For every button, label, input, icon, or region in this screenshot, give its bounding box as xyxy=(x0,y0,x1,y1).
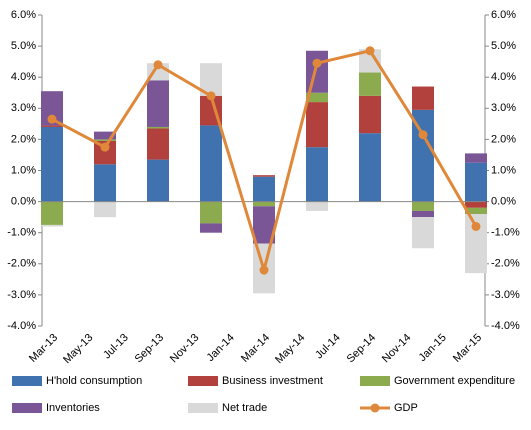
bar xyxy=(94,139,116,141)
y2-tick-label: -1.0% xyxy=(491,227,520,239)
y-tick-label: 1.0% xyxy=(11,164,36,176)
bar xyxy=(94,164,116,202)
bar xyxy=(253,201,275,207)
legend-label: Net trade xyxy=(222,402,267,414)
bar xyxy=(41,201,63,225)
bar xyxy=(147,128,169,160)
y-tick-label: 3.0% xyxy=(11,102,36,114)
legend-label: Government expenditure xyxy=(394,375,515,387)
legend-label: GDP xyxy=(394,402,418,414)
y2-tick-label: 1.0% xyxy=(491,164,516,176)
bar xyxy=(94,201,116,218)
x-tick-label: Jan-15 xyxy=(417,332,449,364)
legend-label: H'hold consumption xyxy=(46,375,142,387)
bar xyxy=(306,92,328,103)
bar xyxy=(306,50,328,93)
bar xyxy=(412,210,434,218)
bar xyxy=(253,206,275,244)
bar xyxy=(359,49,381,73)
legend-label: Business investment xyxy=(222,375,323,387)
point xyxy=(418,130,428,140)
y2-tick-label: -4.0% xyxy=(491,320,520,332)
x-tick-label: May-13 xyxy=(61,332,95,366)
y2-tick-label: 6.0% xyxy=(491,9,516,21)
y2-tick-label: 5.0% xyxy=(491,40,516,52)
y-tick-label: -2.0% xyxy=(7,258,36,270)
point xyxy=(206,91,216,101)
point xyxy=(153,60,163,70)
bar xyxy=(94,131,116,140)
y2-tick-label: 0.0% xyxy=(491,196,516,208)
x-tick-label: Mar-15 xyxy=(451,332,484,365)
point xyxy=(47,114,57,124)
bar xyxy=(147,126,169,129)
bar xyxy=(306,201,328,211)
bar xyxy=(94,140,116,165)
y-tick-label: 5.0% xyxy=(11,40,36,52)
bar xyxy=(465,153,487,163)
x-tick-label: Nov-13 xyxy=(168,332,202,366)
legend-swatch xyxy=(360,376,390,386)
bar xyxy=(200,125,222,202)
bar xyxy=(465,201,487,208)
y2-tick-label: 4.0% xyxy=(491,71,516,83)
x-tick-label: Sep-13 xyxy=(133,332,167,366)
y2-tick-label: -3.0% xyxy=(491,289,520,301)
point xyxy=(365,46,375,56)
bar xyxy=(359,72,381,96)
bar xyxy=(412,109,434,202)
bar xyxy=(465,207,487,215)
bar xyxy=(41,91,63,126)
bar xyxy=(253,175,275,177)
bar xyxy=(412,86,434,110)
y2-tick-label: 2.0% xyxy=(491,133,516,145)
point xyxy=(100,142,110,152)
x-tick-label: Jul-13 xyxy=(101,332,131,362)
legend-marker xyxy=(370,403,380,413)
legend-label: Inventories xyxy=(46,402,100,414)
x-tick-label: Jan-14 xyxy=(205,332,237,364)
legend-swatch xyxy=(12,403,42,413)
x-tick-label: Sep-14 xyxy=(345,332,379,366)
point xyxy=(259,265,269,275)
y-tick-label: 0.0% xyxy=(11,196,36,208)
point xyxy=(312,58,322,68)
bar xyxy=(412,217,434,249)
y-tick-label: -1.0% xyxy=(7,227,36,239)
x-tick-label: Mar-14 xyxy=(239,332,272,365)
legend-swatch xyxy=(188,403,218,413)
y-tick-label: 4.0% xyxy=(11,71,36,83)
bar xyxy=(147,80,169,127)
y2-tick-label: -2.0% xyxy=(491,258,520,270)
x-tick-label: May-14 xyxy=(273,332,307,366)
bar xyxy=(412,201,434,211)
y-tick-label: -4.0% xyxy=(7,320,36,332)
point xyxy=(471,221,481,231)
bar xyxy=(253,176,275,202)
bar xyxy=(41,224,63,227)
bar xyxy=(306,147,328,202)
bar xyxy=(359,95,381,134)
x-tick-label: Jul-14 xyxy=(313,332,343,362)
bar xyxy=(465,214,487,274)
bar xyxy=(359,133,381,202)
x-tick-label: Mar-13 xyxy=(27,332,60,365)
y-tick-label: 6.0% xyxy=(11,9,36,21)
y2-tick-label: 3.0% xyxy=(491,102,516,114)
y-tick-label: 2.0% xyxy=(11,133,36,145)
bar xyxy=(465,162,487,202)
bar xyxy=(147,159,169,202)
bar xyxy=(41,126,63,202)
legend-swatch xyxy=(188,376,218,386)
bar xyxy=(306,102,328,148)
bar xyxy=(200,223,222,233)
bar xyxy=(41,125,63,127)
legend-swatch xyxy=(12,376,42,386)
bar xyxy=(200,201,222,224)
x-tick-label: Nov-14 xyxy=(380,332,414,366)
y-tick-label: -3.0% xyxy=(7,289,36,301)
bar xyxy=(200,63,222,96)
